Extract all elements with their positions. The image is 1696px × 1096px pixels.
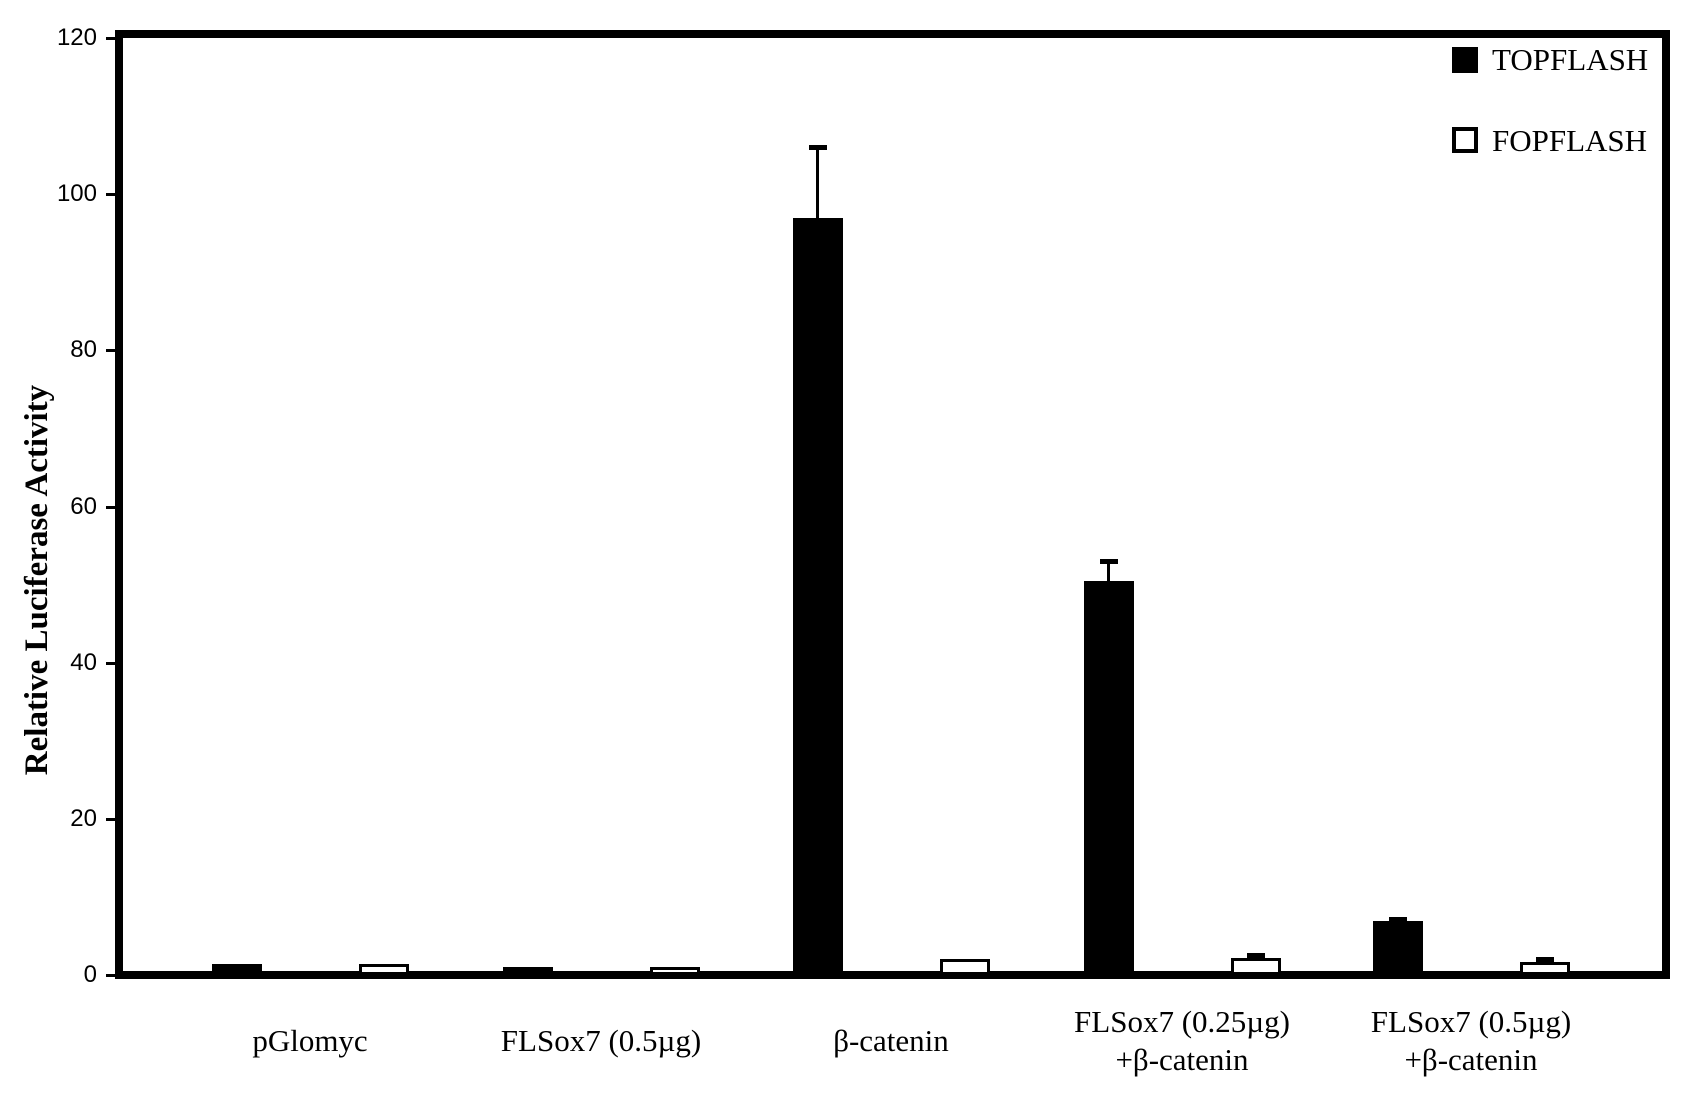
bar-fopflash-0: [358, 963, 409, 975]
bar-topflash-0: [211, 963, 262, 975]
x-category-label-line: FLSox7 (0.5µg): [500, 1023, 702, 1058]
y-tick-label: 80: [70, 336, 97, 364]
x-category-label: FLSox7 (0.5µg) +β-catenin: [1251, 998, 1691, 1084]
x-category-label: FLSox7 (0.5µg): [381, 998, 821, 1084]
bar-topflash-2: [792, 217, 843, 975]
error-bar-cap: [1099, 559, 1118, 565]
error-bar-cap: [1535, 957, 1554, 963]
x-category-label-line: β-catenin: [833, 1023, 949, 1058]
error-bar-line: [1106, 561, 1110, 581]
bar-fopflash-2: [939, 959, 990, 975]
y-tick-label: 20: [70, 804, 97, 832]
bar-fopflash-3: [1230, 957, 1281, 975]
bar-topflash-4: [1372, 921, 1423, 975]
topflash-swatch-icon: [1452, 47, 1478, 73]
y-tick-mark: [106, 974, 115, 977]
bar-topflash-1: [502, 967, 553, 975]
bar-fopflash-4: [1519, 962, 1570, 975]
x-category-label: pGlomyc: [90, 998, 530, 1084]
fopflash-swatch-icon: [1452, 127, 1478, 153]
x-category-label-line: +β-catenin: [1115, 1042, 1249, 1077]
x-category-label: β-catenin: [671, 998, 1111, 1084]
y-tick-mark: [106, 193, 115, 197]
y-tick-label: 40: [70, 648, 97, 676]
y-tick-mark: [106, 817, 115, 821]
legend-label-topflash: TOPFLASH: [1492, 42, 1649, 77]
y-tick-label: 120: [56, 24, 97, 52]
error-bar-line: [815, 147, 819, 218]
y-axis-title: Relative Luciferase Activity: [19, 384, 55, 776]
bar-fopflash-1: [649, 967, 700, 975]
error-bar-cap: [808, 145, 827, 151]
y-tick-label: 0: [83, 961, 97, 988]
legend-label-fopflash: FOPFLASH: [1492, 123, 1648, 158]
y-tick-label: 60: [70, 492, 97, 520]
y-tick-label: 100: [56, 180, 97, 208]
x-category-label-line: pGlomyc: [252, 1023, 368, 1058]
y-tick-mark: [106, 661, 115, 665]
y-tick-mark: [106, 349, 115, 353]
x-category-label-line: FLSox7 (0.25µg): [1074, 1004, 1290, 1039]
error-bar-cap: [1246, 952, 1265, 958]
x-category-label-line: +β-catenin: [1404, 1042, 1538, 1077]
error-bar-cap: [1388, 916, 1407, 922]
plot-area: [115, 30, 1670, 979]
y-tick-mark: [106, 505, 115, 509]
bar-topflash-3: [1083, 580, 1134, 975]
y-tick-mark: [106, 37, 115, 41]
x-category-label-line: FLSox7 (0.5µg): [1370, 1004, 1572, 1039]
x-category-label: FLSox7 (0.25µg) +β-catenin: [962, 998, 1402, 1084]
